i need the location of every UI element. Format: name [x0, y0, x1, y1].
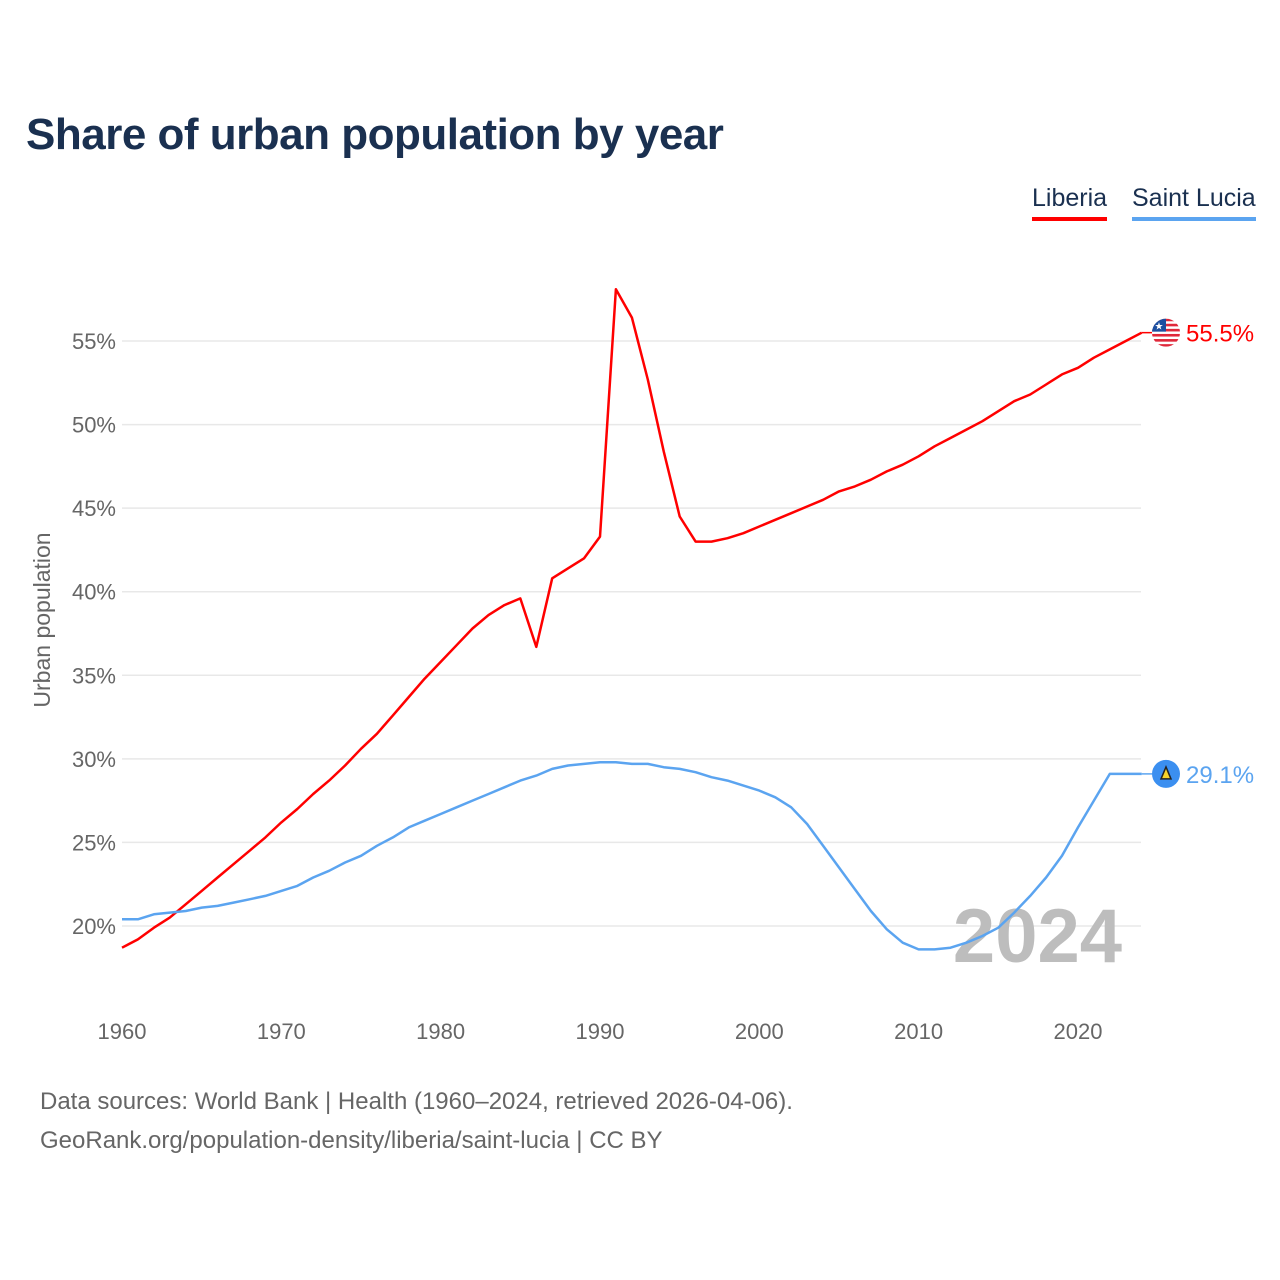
series-line-saint-lucia[interactable] [122, 760, 1142, 951]
chart-title: Share of urban population by year [26, 110, 724, 159]
svg-text:★: ★ [1155, 322, 1164, 333]
y-tick-label: 55% [72, 329, 116, 354]
liberia-flag-icon: ★ [1152, 318, 1180, 347]
y-tick-label: 45% [72, 496, 116, 521]
x-tick-label: 1960 [98, 1019, 147, 1044]
attribution-link[interactable]: GeoRank.org/population-density/liberia/s… [40, 1127, 663, 1154]
x-tick-label: 2000 [735, 1019, 784, 1044]
data-source: Data sources: World Bank | Health (1960–… [40, 1088, 793, 1115]
y-tick-label: 25% [72, 830, 116, 855]
y-axis-label: Urban population [29, 532, 55, 707]
y-tick-label: 35% [72, 663, 116, 688]
legend-saint-lucia[interactable]: Saint Lucia [1132, 184, 1256, 221]
y-tick-label: 30% [72, 747, 116, 772]
end-value-label: 55.5% [1186, 321, 1254, 348]
end-value-label: 29.1% [1186, 762, 1254, 789]
legend-liberia[interactable]: Liberia [1032, 184, 1108, 221]
y-tick-label: 20% [72, 914, 116, 939]
series-line-liberia[interactable] [121, 287, 1143, 949]
x-tick-label: 2010 [894, 1019, 943, 1044]
saint-lucia-flag-icon [1152, 759, 1180, 788]
y-tick-label: 50% [72, 413, 116, 438]
x-tick-label: 1990 [576, 1019, 625, 1044]
x-tick-label: 2020 [1054, 1019, 1103, 1044]
x-tick-label: 1980 [416, 1019, 465, 1044]
y-tick-label: 40% [72, 580, 116, 605]
x-tick-label: 1970 [257, 1019, 306, 1044]
